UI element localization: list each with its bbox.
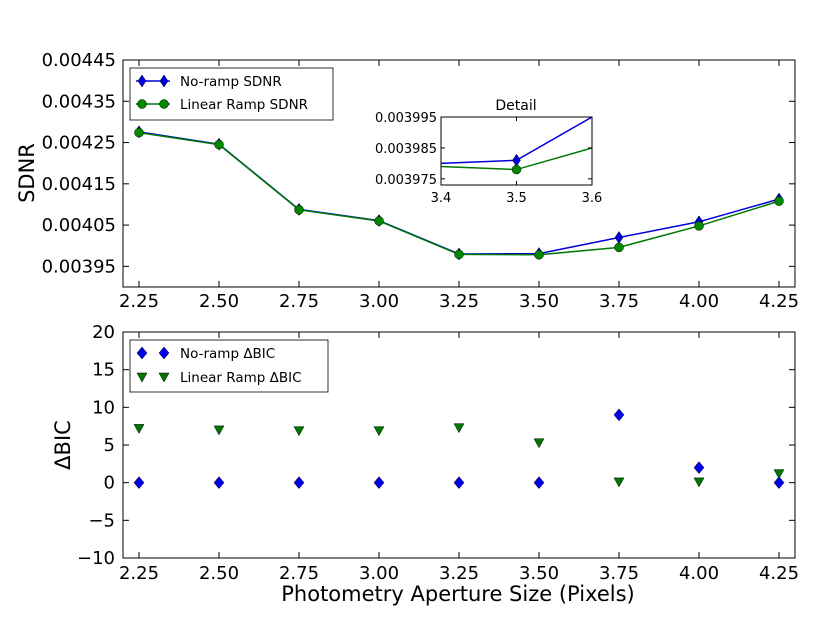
- x-tick-label: 3.4: [431, 191, 452, 206]
- x-tick-label: 3.50: [519, 291, 559, 312]
- sdnr-series-layer: [134, 125, 784, 261]
- y-tick-label: 20: [92, 322, 115, 343]
- y-tick-label: 0.00425: [42, 133, 116, 154]
- sdnr-panel: 2.25 2.50 2.75 3.00 3.25 3.50 3.75 4.00 4.25 0.00…: [15, 50, 799, 312]
- x-tick-label: 3.75: [599, 563, 639, 584]
- detail-inset: 3.4 3.5 3.6 0.003995 0.003985 0.003975 Detail: [375, 98, 602, 206]
- no-ramp-dbic-point: [293, 476, 305, 490]
- legend-label-linear-ramp-sdnr: Linear Ramp SDNR: [180, 97, 308, 113]
- y-tick-label: 0.00405: [42, 215, 116, 236]
- legend-marker-no-ramp-dbic: [136, 346, 148, 360]
- x-tick-label: 3.50: [519, 563, 559, 584]
- x-tick-label: 3.25: [439, 563, 479, 584]
- x-tick-label: 2.50: [199, 563, 239, 584]
- legend-marker-linear-ramp-sdnr: [137, 99, 147, 109]
- y-tick-label: 0.00435: [42, 91, 116, 112]
- legend-label-linear-ramp-dbic: Linear Ramp ΔBIC: [180, 370, 302, 386]
- legend-marker-no-ramp-sdnr: [159, 74, 169, 88]
- linear-ramp-sdnr-point: [214, 139, 224, 150]
- x-tick-label: 2.25: [119, 563, 159, 584]
- y-tick-label: 0.003985: [375, 142, 437, 157]
- y-tick-label: 0.00445: [42, 50, 116, 71]
- no-ramp-dbic-point: [773, 476, 785, 490]
- sdnr-legend: No-ramp SDNR Linear Ramp SDNR: [129, 67, 334, 121]
- x-tick-label: 3.75: [599, 291, 639, 312]
- linear-ramp-sdnr-point: [454, 249, 464, 260]
- y-tick-label: 0: [104, 473, 115, 494]
- linear-ramp-dbic-point: [453, 423, 465, 434]
- linear-ramp-sdnr-point: [614, 242, 624, 253]
- linear-ramp-sdnr-point: [374, 216, 384, 226]
- no-ramp-dbic-point: [213, 476, 225, 490]
- y-tick-label: 10: [92, 397, 115, 418]
- no-ramp-dbic-point: [613, 408, 625, 422]
- legend-marker-linear-ramp-dbic: [158, 372, 170, 383]
- y-tick-label: 0.00395: [42, 256, 116, 277]
- legend-label-no-ramp-sdnr: No-ramp SDNR: [180, 74, 282, 90]
- no-ramp-dbic-point: [533, 476, 545, 490]
- y-tick-label: 5: [104, 435, 115, 456]
- linear-ramp-dbic-point: [213, 425, 225, 436]
- y-tick-label: −10: [77, 548, 115, 569]
- x-tick-label: 4.00: [679, 563, 719, 584]
- linear-ramp-dbic-point: [773, 469, 785, 480]
- inset-title: Detail: [495, 98, 536, 114]
- delta-bic-ticks: 2.25 2.50 2.75 3.00 3.25 3.50 3.75 4.00 4.25 20 15…: [77, 322, 799, 584]
- x-tick-label: 3.25: [439, 291, 479, 312]
- inset-linear-ramp-point: [511, 164, 522, 175]
- linear-ramp-dbic-point: [693, 477, 705, 488]
- linear-ramp-sdnr-point: [534, 250, 544, 260]
- no-ramp-dbic-point: [373, 476, 385, 490]
- y-tick-label: −5: [88, 510, 115, 531]
- y-tick-label: 0.003995: [375, 111, 437, 126]
- x-tick-label: 3.00: [359, 291, 399, 312]
- inset-background: [441, 117, 592, 185]
- inset-clipped-layer: [441, 117, 592, 175]
- x-tick-label: 4.00: [679, 291, 719, 312]
- linear-ramp-dbic-point: [613, 477, 625, 488]
- y-tick-label: 0.003975: [375, 173, 437, 188]
- linear-ramp-dbic-point: [293, 426, 305, 437]
- linear-ramp-sdnr-point: [294, 205, 304, 215]
- linear-ramp-sdnr-point: [134, 127, 144, 138]
- linear-ramp-sdnr-point: [774, 196, 784, 206]
- x-tick-label: 3.00: [359, 563, 399, 584]
- x-tick-label: 3.6: [582, 191, 603, 206]
- sdnr-y-axis-label: SDNR: [15, 143, 39, 203]
- no-ramp-dbic-point: [453, 476, 465, 490]
- legend-marker-no-ramp-sdnr: [137, 74, 147, 88]
- x-tick-label: 3.5: [506, 191, 527, 206]
- y-tick-label: 0.00415: [42, 174, 116, 195]
- linear-ramp-dbic-point: [133, 424, 145, 434]
- inset-series-layer: [441, 117, 592, 175]
- delta-bic-legend: No-ramp ΔBIC Linear Ramp ΔBIC: [129, 339, 329, 393]
- x-tick-label: 2.25: [119, 291, 159, 312]
- x-tick-label: 2.50: [199, 291, 239, 312]
- no-ramp-sdnr-point: [614, 231, 624, 244]
- legend-marker-linear-ramp-sdnr: [159, 99, 169, 109]
- legend-marker-no-ramp-dbic: [158, 346, 170, 360]
- delta-bic-panel: 2.25 2.50 2.75 3.00 3.25 3.50 3.75 4.00 4.25 20 15…: [51, 322, 799, 606]
- x-tick-label: 2.75: [279, 291, 319, 312]
- sdnr-ticks: 2.25 2.50 2.75 3.00 3.25 3.50 3.75 4.00 4.25 0.00…: [42, 50, 799, 312]
- linear-ramp-dbic-point: [533, 438, 545, 449]
- x-axis-label: Photometry Aperture Size (Pixels): [281, 582, 635, 606]
- x-tick-label: 4.25: [759, 563, 799, 584]
- no-ramp-dbic-point: [693, 461, 705, 474]
- y-tick-label: 15: [92, 360, 115, 381]
- no-ramp-dbic-point: [133, 476, 145, 490]
- x-tick-label: 4.25: [759, 291, 799, 312]
- legend-label-no-ramp-dbic: No-ramp ΔBIC: [180, 346, 275, 362]
- linear-ramp-sdnr-point: [694, 221, 704, 231]
- inset-ticks: 3.4 3.5 3.6 0.003995 0.003985 0.003975: [375, 111, 602, 206]
- x-tick-label: 2.75: [279, 563, 319, 584]
- linear-ramp-dbic-point: [373, 426, 385, 437]
- delta-bic-series-layer: [133, 408, 785, 490]
- delta-bic-y-axis-label: ΔBIC: [51, 420, 75, 470]
- legend-marker-linear-ramp-dbic: [136, 372, 148, 383]
